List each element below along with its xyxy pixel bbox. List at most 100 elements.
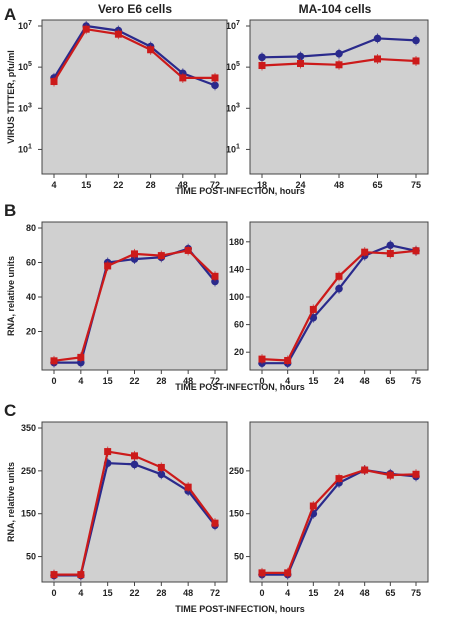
plot-b-ma104: 20 60 100 140 180 0 4 15 24 48 65 75 bbox=[229, 221, 429, 386]
y-tick-exponent: 1 bbox=[236, 143, 240, 150]
y-axis-title: RNA, relative units bbox=[6, 256, 16, 336]
x-tick-label: 24 bbox=[334, 376, 344, 386]
x-tick-label: 22 bbox=[129, 588, 139, 598]
x-tick-label: 4 bbox=[51, 180, 56, 190]
data-point-de bbox=[335, 272, 343, 280]
data-point-wt bbox=[335, 284, 343, 293]
y-tick-label: 10 bbox=[18, 103, 28, 113]
data-point-de bbox=[361, 248, 369, 256]
x-tick-label: 22 bbox=[113, 180, 123, 190]
x-tick-label: 0 bbox=[259, 588, 264, 598]
data-point-de bbox=[157, 252, 165, 260]
x-tick-label: 72 bbox=[210, 376, 220, 386]
plot-area bbox=[249, 221, 429, 371]
y-tick-exponent: 7 bbox=[28, 20, 32, 27]
y-tick-label: 150 bbox=[21, 509, 36, 519]
plot-area bbox=[249, 421, 429, 583]
data-point-wt bbox=[258, 53, 266, 62]
y-tick-exponent: 7 bbox=[236, 20, 240, 27]
x-tick-label: 15 bbox=[308, 588, 318, 598]
y-tick-label: 350 bbox=[21, 423, 36, 433]
data-point-de bbox=[77, 571, 85, 579]
x-axis-title-b: TIME POST-INFECTION, hours bbox=[175, 382, 305, 392]
data-point-de bbox=[211, 74, 219, 82]
y-tick-label: 250 bbox=[21, 466, 36, 476]
x-tick-label: 48 bbox=[334, 180, 344, 190]
x-tick-label: 48 bbox=[183, 376, 193, 386]
data-point-de bbox=[297, 60, 304, 68]
data-point-de bbox=[104, 448, 112, 456]
data-point-de bbox=[179, 74, 187, 82]
x-tick-label: 72 bbox=[210, 180, 220, 190]
data-point-de bbox=[50, 571, 58, 579]
data-point-wt bbox=[412, 36, 420, 45]
data-point-de bbox=[211, 519, 219, 527]
y-tick-label: 20 bbox=[26, 327, 36, 337]
x-tick-label: 65 bbox=[385, 376, 395, 386]
x-tick-label: 24 bbox=[334, 588, 344, 598]
data-point-de bbox=[335, 475, 343, 483]
x-tick-label: 15 bbox=[308, 376, 318, 386]
column-title-vero: Vero E6 cells bbox=[98, 2, 172, 16]
data-point-de bbox=[386, 471, 394, 479]
y-tick-label: 100 bbox=[229, 292, 244, 302]
x-tick-label: 48 bbox=[178, 180, 188, 190]
y-tick-label: 10 bbox=[226, 103, 236, 113]
data-point-de bbox=[309, 502, 317, 510]
y-tick-exponent: 3 bbox=[28, 102, 32, 109]
data-point-de bbox=[258, 62, 266, 70]
series-line-wt bbox=[53, 24, 216, 87]
series-line-de bbox=[53, 28, 215, 83]
data-point-wt bbox=[130, 460, 139, 469]
data-point-wt bbox=[211, 81, 219, 90]
x-tick-label: 4 bbox=[78, 588, 83, 598]
x-axis-title-c: TIME POST-INFECTION, hours bbox=[175, 604, 305, 614]
x-tick-label: 75 bbox=[411, 588, 421, 598]
y-tick-label: 60 bbox=[234, 320, 244, 330]
x-tick-label: 28 bbox=[156, 376, 166, 386]
y-tick-label: 80 bbox=[26, 223, 36, 233]
y-axis-title: RNA, relative units bbox=[6, 462, 16, 542]
data-point-de bbox=[412, 57, 420, 65]
data-point-de bbox=[50, 357, 58, 365]
y-tick-label: 10 bbox=[226, 144, 236, 154]
x-tick-label: 15 bbox=[103, 588, 113, 598]
data-point-de bbox=[374, 55, 381, 63]
x-tick-label: 15 bbox=[103, 376, 113, 386]
plot-area bbox=[249, 19, 429, 175]
data-point-de bbox=[309, 305, 317, 313]
data-point-de bbox=[258, 355, 266, 363]
y-tick-label: 10 bbox=[18, 21, 28, 31]
data-point-de bbox=[184, 246, 192, 254]
x-tick-label: 4 bbox=[285, 376, 290, 386]
x-axis-title-a: TIME POST-INFECTION, hours bbox=[175, 186, 305, 196]
x-tick-label: 72 bbox=[210, 588, 220, 598]
plot-area bbox=[41, 221, 228, 371]
data-point-de bbox=[386, 250, 394, 258]
data-point-de bbox=[412, 247, 420, 255]
data-point-de bbox=[361, 466, 369, 474]
data-point-de bbox=[147, 46, 155, 54]
data-point-de bbox=[131, 250, 138, 258]
y-tick-label: 60 bbox=[26, 258, 36, 268]
x-tick-label: 4 bbox=[285, 588, 290, 598]
data-point-de bbox=[284, 569, 292, 577]
data-point-de bbox=[131, 452, 138, 460]
panel-letter-a: A bbox=[4, 5, 16, 24]
x-tick-label: 4 bbox=[78, 376, 83, 386]
y-axis-title: VIRUS TITTER, pfu/ml bbox=[6, 50, 16, 144]
data-point-wt bbox=[296, 52, 305, 61]
data-point-de bbox=[82, 25, 90, 33]
x-tick-label: 18 bbox=[257, 180, 267, 190]
x-tick-label: 75 bbox=[411, 376, 421, 386]
y-tick-label: 50 bbox=[26, 552, 36, 562]
panel-letter-c: C bbox=[4, 401, 16, 420]
data-point-de bbox=[157, 463, 165, 471]
panel-letter-b: B bbox=[4, 201, 16, 220]
data-point-wt bbox=[157, 470, 166, 479]
data-point-wt bbox=[373, 34, 382, 43]
data-point-wt bbox=[386, 241, 395, 250]
y-tick-label: 10 bbox=[226, 62, 236, 72]
y-tick-label: 20 bbox=[234, 347, 244, 357]
